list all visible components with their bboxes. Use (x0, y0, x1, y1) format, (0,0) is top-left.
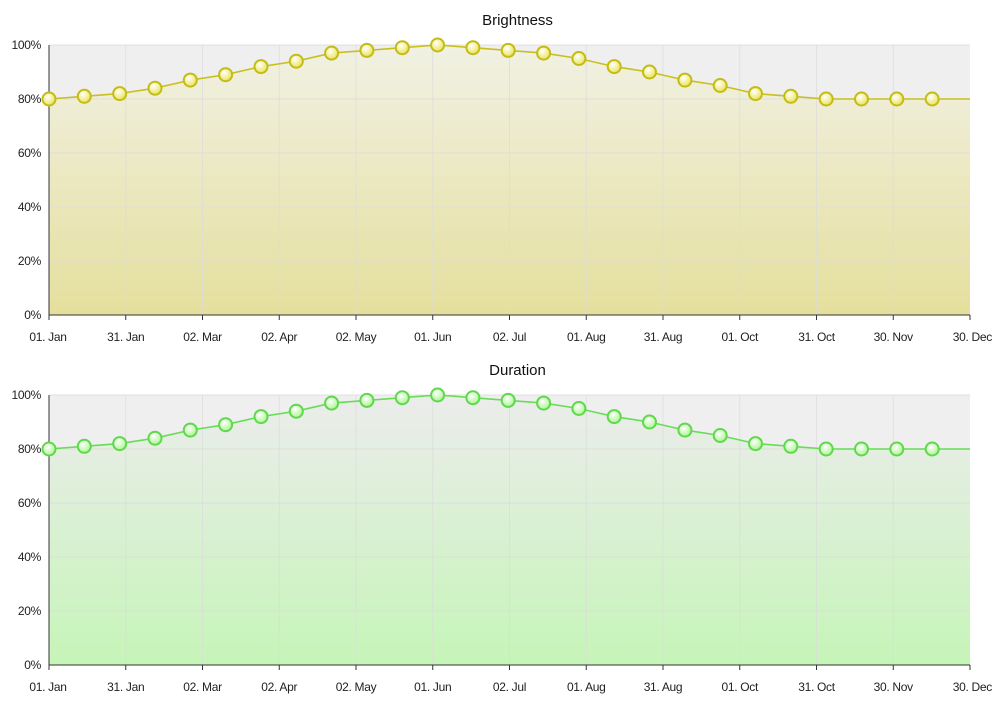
x-tick-label: 02. Jul (493, 680, 526, 694)
data-point[interactable] (642, 414, 657, 430)
data-point[interactable] (889, 441, 905, 457)
duration-chart: Duration 0% 20% 40% 60% 80% 100% 01. Jan 31. Jan… (12, 362, 993, 694)
data-point[interactable] (182, 422, 198, 438)
data-point[interactable] (783, 438, 799, 454)
data-point[interactable] (430, 37, 446, 53)
data-point[interactable] (924, 91, 940, 107)
y-tick-label: 100% (12, 388, 42, 402)
y-tick-label: 0% (24, 658, 41, 672)
data-point[interactable] (288, 53, 304, 69)
y-tick-label: 20% (18, 604, 42, 618)
x-tick-label: 31. Oct (798, 680, 836, 694)
data-point[interactable] (112, 436, 128, 452)
data-point[interactable] (536, 45, 552, 61)
y-tick-label: 80% (18, 442, 42, 456)
data-point[interactable] (41, 91, 57, 107)
x-tick-label: 30. Dec (953, 330, 993, 344)
data-point[interactable] (147, 80, 163, 96)
data-point[interactable] (253, 59, 269, 75)
data-point[interactable] (606, 409, 622, 425)
y-tick-label: 100% (12, 38, 42, 52)
x-tick-label: 02. Apr (261, 330, 297, 344)
x-tick-label: 01. Jan (29, 680, 66, 694)
chart-title: Duration (489, 362, 546, 379)
y-tick-label: 60% (18, 146, 42, 160)
data-point[interactable] (571, 51, 587, 66)
x-tick-label: 30. Dec (953, 680, 993, 694)
x-tick-label: 02. Jul (493, 330, 526, 344)
x-tick-label: 01. Jun (414, 680, 451, 694)
x-tick-label: 31. Oct (798, 330, 836, 344)
x-tick-label: 02. Mar (183, 680, 222, 694)
y-tick-label: 40% (18, 200, 42, 214)
data-point[interactable] (854, 91, 869, 107)
data-point[interactable] (677, 72, 693, 88)
data-point[interactable] (642, 64, 657, 80)
data-point[interactable] (218, 417, 234, 433)
data-point[interactable] (465, 390, 481, 406)
x-tick-label: 30. Nov (874, 680, 914, 694)
data-point[interactable] (677, 422, 693, 438)
y-tick-label: 40% (18, 550, 42, 564)
x-tick-label: 30. Nov (874, 330, 914, 344)
data-point[interactable] (854, 441, 869, 457)
y-tick-label: 0% (24, 308, 41, 322)
data-point[interactable] (76, 438, 92, 454)
data-point[interactable] (465, 40, 481, 56)
data-point[interactable] (712, 78, 728, 93)
data-point[interactable] (359, 42, 375, 58)
x-tick-label: 02. Mar (183, 330, 222, 344)
data-point[interactable] (218, 67, 234, 83)
data-point[interactable] (112, 86, 128, 102)
data-point[interactable] (288, 403, 304, 419)
x-tick-label: 01. Oct (721, 330, 759, 344)
data-point[interactable] (253, 409, 269, 425)
x-tick-label: 31. Jan (107, 330, 144, 344)
data-point[interactable] (889, 91, 905, 107)
chart-title: Brightness (482, 12, 553, 29)
x-tick-label: 02. May (336, 330, 377, 344)
data-point[interactable] (783, 88, 799, 104)
x-tick-label: 31. Aug (644, 680, 683, 694)
x-tick-label: 31. Aug (644, 330, 683, 344)
y-tick-label: 80% (18, 92, 42, 106)
brightness-chart: Brightness 0% 20% 40% 60% 80% 100% 01. Jan 31. J… (12, 12, 993, 344)
x-tick-label: 01. Aug (567, 330, 606, 344)
x-tick-label: 31. Jan (107, 680, 144, 694)
data-point[interactable] (748, 436, 763, 452)
x-tick-label: 02. Apr (261, 680, 297, 694)
data-point[interactable] (430, 387, 446, 403)
data-point[interactable] (536, 395, 552, 411)
x-tick-label: 02. May (336, 680, 377, 694)
data-point[interactable] (76, 88, 92, 104)
data-point[interactable] (324, 45, 340, 61)
x-tick-label: 01. Jun (414, 330, 451, 344)
x-tick-label: 01. Jan (29, 330, 66, 344)
data-point[interactable] (41, 441, 57, 457)
data-point[interactable] (712, 428, 728, 443)
data-point[interactable] (500, 42, 516, 58)
y-tick-label: 20% (18, 254, 42, 268)
data-point[interactable] (924, 441, 940, 457)
x-tick-label: 01. Oct (721, 680, 759, 694)
data-point[interactable] (571, 401, 587, 416)
data-point[interactable] (394, 40, 410, 56)
y-tick-label: 60% (18, 496, 42, 510)
data-point[interactable] (182, 72, 198, 88)
data-point[interactable] (500, 392, 516, 408)
data-point[interactable] (147, 430, 163, 446)
x-tick-label: 01. Aug (567, 680, 606, 694)
data-point[interactable] (748, 86, 763, 102)
data-point[interactable] (818, 91, 834, 107)
data-point[interactable] (394, 390, 410, 406)
data-point[interactable] (606, 59, 622, 75)
data-point[interactable] (818, 441, 834, 457)
data-point[interactable] (359, 392, 375, 408)
data-point[interactable] (324, 395, 340, 411)
